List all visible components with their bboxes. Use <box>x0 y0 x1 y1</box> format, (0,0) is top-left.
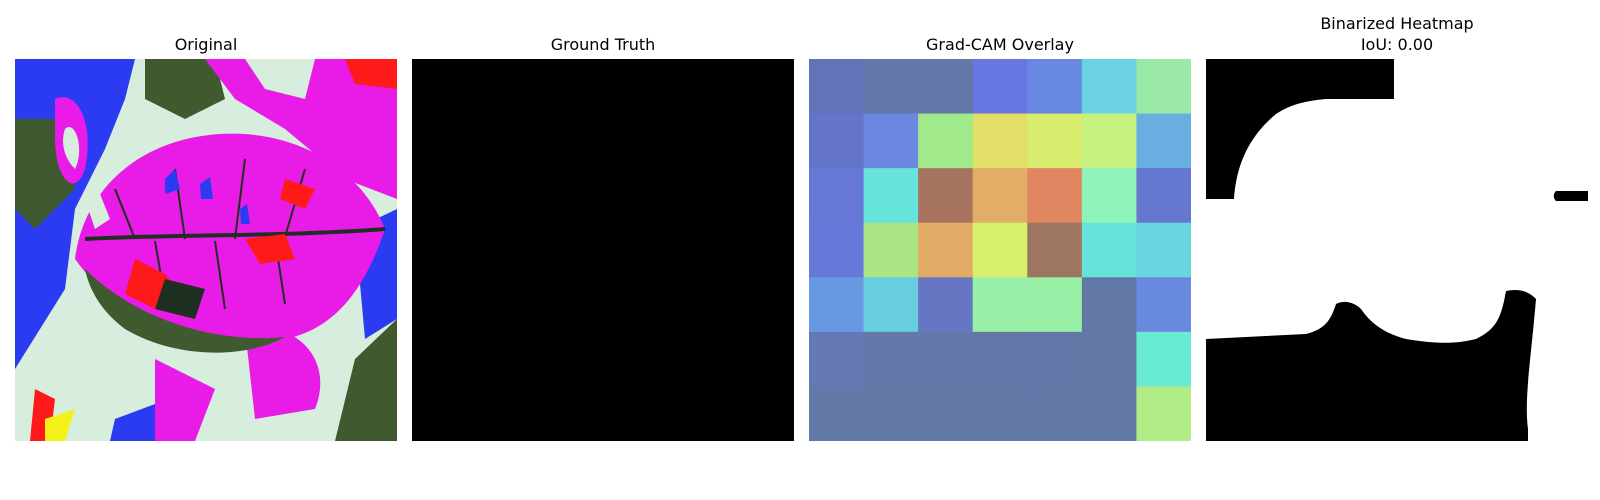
gradcam-cell-r4-c2 <box>918 277 974 333</box>
gradcam-cell-r4-c5 <box>1081 277 1137 333</box>
gradcam-cell-r3-c6 <box>1136 222 1191 278</box>
gradcam-cell-r6-c3 <box>972 386 1028 441</box>
gradcam-cell-r6-c6 <box>1136 386 1191 441</box>
gradcam-heatmap-grid <box>809 59 1191 441</box>
ground-truth-title: Ground Truth <box>550 35 656 54</box>
gradcam-cell-r2-c5 <box>1081 168 1137 224</box>
gradcam-cell-r0-c1 <box>863 59 919 115</box>
gradcam-cell-r2-c1 <box>863 168 919 224</box>
gradcam-cell-r3-c5 <box>1081 222 1137 278</box>
gradcam-cell-r0-c0 <box>809 59 865 115</box>
gradcam-cell-r0-c3 <box>972 59 1028 115</box>
gradcam-cell-r6-c5 <box>1081 386 1137 441</box>
gradcam-cell-r4-c6 <box>1136 277 1191 333</box>
gradcam-cell-r0-c2 <box>918 59 974 115</box>
gradcam-cell-r1-c0 <box>809 113 865 169</box>
gradcam-cell-r5-c1 <box>863 331 919 387</box>
gradcam-cell-r2-c0 <box>809 168 865 224</box>
binarized-heatmap-mask <box>1206 59 1588 441</box>
gradcam-cell-r2-c4 <box>1027 168 1083 224</box>
gradcam-cell-r0-c6 <box>1136 59 1191 115</box>
gradcam-cell-r1-c5 <box>1081 113 1137 169</box>
original-leaf-image <box>15 59 397 441</box>
gradcam-cell-r3-c4 <box>1027 222 1083 278</box>
gradcam-cell-r5-c0 <box>809 331 865 387</box>
gradcam-cell-r5-c6 <box>1136 331 1191 387</box>
original-title: Original <box>174 35 238 54</box>
gradcam-cell-r2-c3 <box>972 168 1028 224</box>
gradcam-cell-r1-c2 <box>918 113 974 169</box>
gradcam-overlay-panel <box>809 59 1191 441</box>
gradcam-cell-r3-c0 <box>809 222 865 278</box>
gradcam-cell-r5-c2 <box>918 331 974 387</box>
gradcam-cell-r6-c2 <box>918 386 974 441</box>
gradcam-cell-r5-c3 <box>972 331 1028 387</box>
gradcam-cell-r1-c6 <box>1136 113 1191 169</box>
binarized-title: Binarized Heatmap IoU: 0.00 <box>1206 13 1588 55</box>
gradcam-cell-r3-c1 <box>863 222 919 278</box>
iou-label: IoU: 0.00 <box>1360 35 1434 54</box>
gradcam-cell-r2-c2 <box>918 168 974 224</box>
gradcam-cell-r6-c1 <box>863 386 919 441</box>
gradcam-cell-r4-c1 <box>863 277 919 333</box>
gradcam-cell-r3-c3 <box>972 222 1028 278</box>
gradcam-cell-r5-c4 <box>1027 331 1083 387</box>
gradcam-cell-r1-c4 <box>1027 113 1083 169</box>
gradcam-title: Grad-CAM Overlay <box>926 35 1074 54</box>
gradcam-cell-r6-c0 <box>809 386 865 441</box>
gradcam-cell-r0-c5 <box>1081 59 1137 115</box>
gradcam-cell-r6-c4 <box>1027 386 1083 441</box>
original-image-panel <box>15 59 397 441</box>
binarized-heatmap-panel <box>1206 59 1588 441</box>
gradcam-cell-r5-c5 <box>1081 331 1137 387</box>
gradcam-cell-r0-c4 <box>1027 59 1083 115</box>
binarized-title-line1: Binarized Heatmap <box>1320 14 1474 33</box>
ground-truth-mask <box>412 59 794 441</box>
gradcam-cell-r4-c0 <box>809 277 865 333</box>
gradcam-cell-r3-c2 <box>918 222 974 278</box>
gradcam-cell-r2-c6 <box>1136 168 1191 224</box>
gradcam-cell-r4-c3 <box>972 277 1028 333</box>
gradcam-cell-r4-c4 <box>1027 277 1083 333</box>
gradcam-cell-r1-c3 <box>972 113 1028 169</box>
gradcam-cell-r1-c1 <box>863 113 919 169</box>
